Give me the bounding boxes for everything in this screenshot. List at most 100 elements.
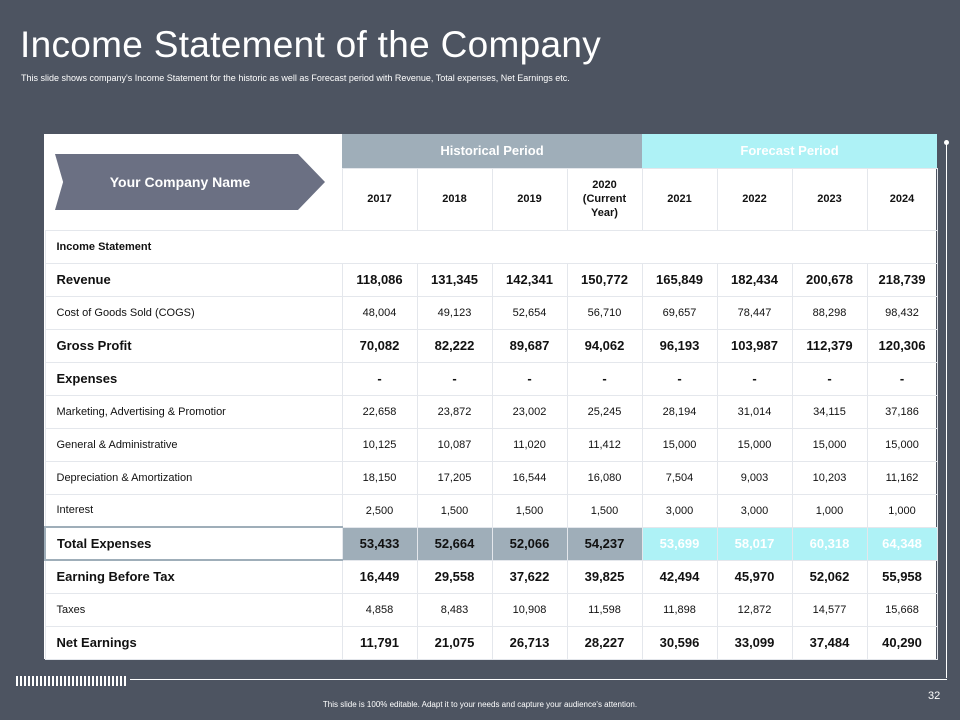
year-header: 2023: [791, 167, 868, 231]
row-label: Taxes: [44, 592, 343, 627]
page-number: 32: [928, 690, 941, 702]
value-cell: -: [341, 361, 418, 396]
value-cell: 11,162: [866, 460, 938, 495]
decorative-line-dot: [944, 140, 949, 145]
value-cell: 15,000: [641, 427, 718, 462]
value-cell: 39,825: [566, 559, 643, 594]
year-2020-line: (Current: [582, 193, 627, 205]
row-label: Earning Before Tax: [44, 559, 343, 594]
value-cell: 118,086: [341, 262, 418, 297]
value-cell: 3,000: [716, 493, 793, 528]
value-cell: 1,000: [791, 493, 868, 528]
value-cell: 37,484: [791, 625, 868, 660]
value-cell: 165,849: [641, 262, 718, 297]
value-cell: 1,000: [866, 493, 938, 528]
value-cell: 22,658: [341, 394, 418, 429]
value-cell: 78,447: [716, 295, 793, 330]
value-cell: 10,203: [791, 460, 868, 495]
row-label: Depreciation & Amortization: [44, 460, 343, 495]
table-row: Earning Before Tax 16,449 29,558 37,622 39,8…: [44, 559, 938, 594]
value-cell: 53,699: [641, 526, 718, 561]
value-cell: 69,657: [641, 295, 718, 330]
footer-note: This slide is 100% editable. Adapt it to…: [322, 700, 638, 709]
historical-period-header: Historical Period: [342, 134, 642, 168]
row-label: Cost of Goods Sold (COGS): [44, 295, 343, 330]
value-cell: 52,066: [491, 526, 568, 561]
value-cell: 26,713: [491, 625, 568, 660]
value-cell: 1,500: [566, 493, 643, 528]
year-header: 2021: [641, 167, 718, 231]
value-cell: 150,772: [566, 262, 643, 297]
value-cell: 33,099: [716, 625, 793, 660]
value-cell: 2,500: [341, 493, 418, 528]
value-cell: 89,687: [491, 328, 568, 363]
value-cell: 48,004: [341, 295, 418, 330]
value-cell: 70,082: [341, 328, 418, 363]
section-income-statement: Income Statement: [44, 229, 938, 264]
value-cell: 34,115: [791, 394, 868, 429]
value-cell: 16,080: [566, 460, 643, 495]
value-cell: 54,237: [566, 526, 643, 561]
table-row: Expenses - - - - - - - -: [44, 361, 938, 396]
value-cell: 8,483: [416, 592, 493, 627]
value-cell: 103,987: [716, 328, 793, 363]
value-cell: -: [566, 361, 643, 396]
year-header: 2022: [716, 167, 793, 231]
value-cell: 37,622: [491, 559, 568, 594]
decorative-barcode: [16, 676, 128, 686]
value-cell: 15,000: [716, 427, 793, 462]
table-row: Net Earnings 11,791 21,075 26,713 28,227 30,5…: [44, 625, 938, 660]
value-cell: 56,710: [566, 295, 643, 330]
year-header: 2018: [416, 167, 493, 231]
table-row: General & Administrative 10,125 10,087 11,0…: [44, 427, 938, 462]
table-row: Gross Profit 70,082 82,222 89,687 94,062 96,1…: [44, 328, 938, 363]
value-cell: -: [866, 361, 938, 396]
value-cell: -: [491, 361, 568, 396]
value-cell: 53,433: [341, 526, 418, 561]
year-header: 2019: [491, 167, 568, 231]
value-cell: 4,858: [341, 592, 418, 627]
value-cell: 16,449: [341, 559, 418, 594]
slide-title: Income Statement of the Company: [20, 24, 602, 65]
value-cell: -: [641, 361, 718, 396]
forecast-period-header: Forecast Period: [642, 134, 938, 168]
table-row: Depreciation & Amortization 18,150 17,205 1…: [44, 460, 938, 495]
value-cell: 52,062: [791, 559, 868, 594]
value-cell: 96,193: [641, 328, 718, 363]
value-cell: 18,150: [341, 460, 418, 495]
value-cell: 112,379: [791, 328, 868, 363]
income-statement-table: Your Company Name Historical Period Fore…: [44, 134, 938, 660]
value-cell: 82,222: [416, 328, 493, 363]
value-cell: 10,087: [416, 427, 493, 462]
company-name-banner: Your Company Name: [55, 154, 325, 210]
value-cell: 12,872: [716, 592, 793, 627]
value-cell: -: [416, 361, 493, 396]
value-cell: 218,739: [866, 262, 938, 297]
row-label: Net Earnings: [44, 625, 343, 660]
row-label: Total Expenses: [44, 526, 343, 561]
table-row: Revenue 118,086 131,345 142,341 150,772 165,8…: [44, 262, 938, 297]
value-cell: 28,227: [566, 625, 643, 660]
year-header: 2017: [341, 167, 418, 231]
table-row: Taxes 4,858 8,483 10,908 11,598 11,898 12,872 1…: [44, 592, 938, 627]
value-cell: 29,558: [416, 559, 493, 594]
value-cell: 131,345: [416, 262, 493, 297]
value-cell: 10,125: [341, 427, 418, 462]
value-cell: 17,205: [416, 460, 493, 495]
value-cell: 30,596: [641, 625, 718, 660]
value-cell: 94,062: [566, 328, 643, 363]
value-cell: 1,500: [491, 493, 568, 528]
value-cell: 10,908: [491, 592, 568, 627]
value-cell: 182,434: [716, 262, 793, 297]
row-label: Revenue: [44, 262, 343, 297]
year-header-current: 2020 (Current Year): [566, 167, 643, 231]
table-row: Interest 2,500 1,500 1,500 1,500 3,000 3,000 1,…: [44, 493, 938, 528]
value-cell: 58,017: [716, 526, 793, 561]
value-cell: -: [791, 361, 868, 396]
value-cell: 52,664: [416, 526, 493, 561]
value-cell: 11,412: [566, 427, 643, 462]
value-cell: 142,341: [491, 262, 568, 297]
value-cell: 3,000: [641, 493, 718, 528]
row-label: General & Administrative: [44, 427, 343, 462]
row-label: Interest: [44, 493, 343, 528]
